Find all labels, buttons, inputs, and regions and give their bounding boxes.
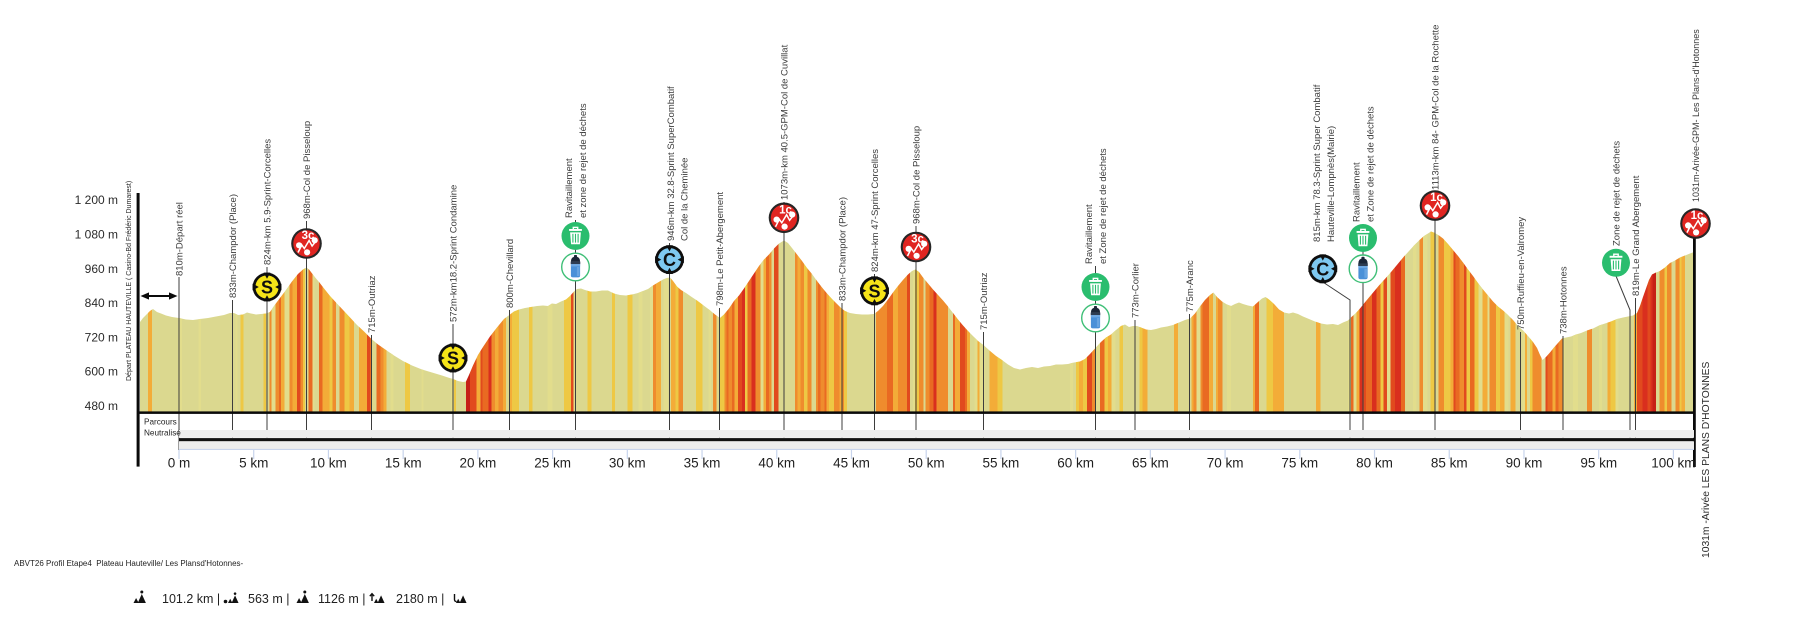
svg-text:0 m: 0 m — [168, 456, 191, 471]
svg-text:Col de la Cheminée: Col de la Cheminée — [679, 158, 690, 241]
svg-text:100 km: 100 km — [1651, 456, 1695, 471]
svg-text:738m-Hotonnes: 738m-Hotonnes — [1558, 266, 1569, 334]
svg-text:968m-Col de Pisseloup: 968m-Col de Pisseloup — [302, 121, 313, 219]
svg-text:1c: 1c — [779, 204, 792, 216]
svg-text:720 m: 720 m — [85, 330, 118, 344]
svg-text:85 km: 85 km — [1431, 456, 1468, 471]
svg-text:55 km: 55 km — [983, 456, 1020, 471]
svg-text:5 km: 5 km — [239, 456, 268, 471]
svg-text:Ravitaillement: Ravitaillement — [1351, 162, 1362, 222]
svg-text:et zone de rejet de déchets: et zone de rejet de déchets — [578, 103, 589, 218]
svg-text:101.2 km |: 101.2 km | — [162, 592, 220, 606]
svg-text:1 080 m: 1 080 m — [75, 228, 118, 242]
svg-text:ABVT26 Profil Etape4 Plateau: ABVT26 Profil Etape4 Plateau Hauteville/… — [14, 559, 244, 568]
svg-text:824m-km 47-Sprint Corcelles: 824m-km 47-Sprint Corcelles — [870, 149, 881, 272]
svg-text:773m-Corlier: 773m-Corlier — [1130, 263, 1141, 318]
svg-text:60 km: 60 km — [1057, 456, 1094, 471]
svg-text:S: S — [447, 349, 459, 369]
svg-text:Départ PLATEAU HAUTEVILLE ( Ca: Départ PLATEAU HAUTEVILLE ( Casino-Bd Fr… — [126, 181, 133, 381]
svg-text:et Zone de rejet de déchets: et Zone de rejet de déchets — [1365, 106, 1376, 222]
svg-text:35 km: 35 km — [684, 456, 721, 471]
svg-text:Zone de rejet de déchets: Zone de rejet de déchets — [1611, 141, 1622, 246]
svg-text:946m-km 32.8-Sprint SuperComba: 946m-km 32.8-Sprint SuperCombatif — [666, 86, 677, 241]
svg-text:25 km: 25 km — [534, 456, 571, 471]
svg-text:715m-Outriaz: 715m-Outriaz — [979, 272, 990, 330]
svg-text:563 m |: 563 m | — [248, 592, 289, 606]
svg-text:833m-Champdor (Place): 833m-Champdor (Place) — [837, 197, 848, 301]
svg-text:et Zone de rejet de déchets: et Zone de rejet de déchets — [1098, 148, 1109, 264]
svg-text:1073m-km 40.5-GPM-Col de Cuvil: 1073m-km 40.5-GPM-Col de Cuvillat — [779, 44, 790, 200]
svg-text:3c: 3c — [302, 230, 315, 242]
svg-text:75 km: 75 km — [1281, 456, 1318, 471]
svg-text:45 km: 45 km — [833, 456, 870, 471]
svg-text:70 km: 70 km — [1207, 456, 1244, 471]
svg-text:90 km: 90 km — [1506, 456, 1543, 471]
svg-text:480 m: 480 m — [85, 399, 118, 413]
svg-text:Hauteville-Lompnès(Mairie): Hauteville-Lompnès(Mairie) — [1326, 126, 1337, 242]
svg-text:800m-Chevillard: 800m-Chevillard — [505, 239, 516, 308]
svg-text:Ravitaillement: Ravitaillement — [1084, 204, 1095, 264]
svg-text:840 m: 840 m — [85, 296, 118, 310]
svg-text:1126 m |: 1126 m | — [318, 592, 366, 606]
svg-text:1c: 1c — [1430, 192, 1443, 204]
svg-text:1031m -Arivée LES PLANS D'HOTO: 1031m -Arivée LES PLANS D'HOTONNES — [1701, 362, 1712, 558]
svg-text:Neutralisé: Neutralisé — [144, 429, 181, 438]
svg-text:10 km: 10 km — [310, 456, 347, 471]
svg-text:50 km: 50 km — [908, 456, 945, 471]
svg-text:824m-km 5.9-Sprint-Corcelles: 824m-km 5.9-Sprint-Corcelles — [262, 139, 273, 265]
svg-text:80 km: 80 km — [1356, 456, 1393, 471]
svg-text:750m-Ruffieu-en-Valromey: 750m-Ruffieu-en-Valromey — [1516, 217, 1527, 330]
svg-text:1 200 m: 1 200 m — [75, 193, 118, 207]
svg-text:1c: 1c — [1691, 210, 1704, 222]
svg-text:S: S — [261, 278, 273, 298]
svg-text:833m-Champdor (Place): 833m-Champdor (Place) — [228, 194, 239, 298]
svg-text:C: C — [1316, 259, 1329, 279]
svg-text:95 km: 95 km — [1580, 456, 1617, 471]
svg-text:20 km: 20 km — [460, 456, 497, 471]
svg-text:810m-Départ réel: 810m-Départ réel — [174, 202, 185, 276]
svg-text:15 km: 15 km — [385, 456, 422, 471]
svg-text:775m-Aranc: 775m-Aranc — [1185, 260, 1196, 312]
svg-text:968m-Col de Pisseloup: 968m-Col de Pisseloup — [911, 126, 922, 224]
svg-text:2180 m |: 2180 m | — [396, 592, 444, 606]
svg-text:1113m-km 84- GPM-Col de la Roc: 1113m-km 84- GPM-Col de la Rochette — [1430, 25, 1441, 190]
svg-text:65 km: 65 km — [1132, 456, 1169, 471]
svg-text:C: C — [663, 250, 676, 270]
svg-text:960 m: 960 m — [85, 262, 118, 276]
svg-text:40 km: 40 km — [758, 456, 795, 471]
svg-text:600 m: 600 m — [85, 365, 118, 379]
svg-text:815m-km 78.3-Sprint Super Comb: 815m-km 78.3-Sprint Super Combatif — [1312, 84, 1323, 242]
svg-text:798m-Le Petit-Abergement: 798m-Le Petit-Abergement — [715, 192, 726, 306]
svg-text:30 km: 30 km — [609, 456, 646, 471]
svg-text:3c: 3c — [911, 234, 924, 246]
svg-text:572m-km18.2-Sprint Condamine: 572m-km18.2-Sprint Condamine — [448, 185, 459, 322]
svg-text:715m-Outriaz: 715m-Outriaz — [367, 275, 378, 333]
svg-text:Ravitaillement: Ravitaillement — [564, 158, 575, 218]
svg-text:Parcours: Parcours — [144, 418, 177, 427]
svg-text:819m-Le Grand Abergement: 819m-Le Grand Abergement — [1631, 175, 1642, 296]
svg-text:S: S — [868, 281, 880, 301]
svg-text:1031m-Arivée-GPM- Les Plans-d': 1031m-Arivée-GPM- Les Plans-d'Hotonnes — [1691, 29, 1701, 202]
